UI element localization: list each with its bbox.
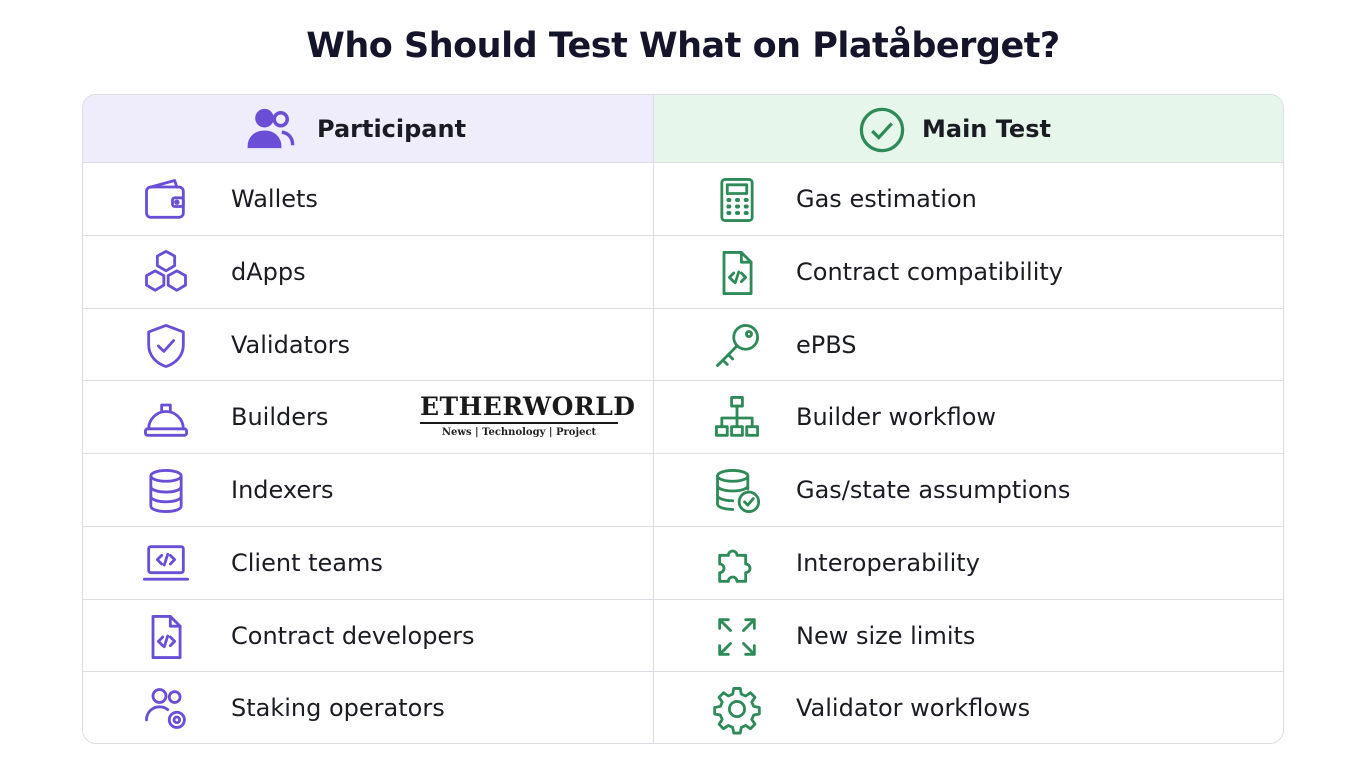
- table-cell: Interoperability: [654, 527, 1283, 600]
- row-icon: [718, 549, 752, 583]
- header-cell: Main Test: [654, 95, 1283, 163]
- cell-text: Contract developers: [231, 621, 475, 650]
- cell-text: Interoperability: [796, 548, 980, 577]
- row-icon: [149, 469, 183, 513]
- row-icon: [145, 179, 185, 219]
- watermark-name: ETHERWORLD: [420, 392, 635, 424]
- column-divider: [653, 95, 654, 743]
- icon-users: [247, 108, 295, 149]
- row-icon: [713, 687, 761, 735]
- row-icon: [716, 469, 761, 513]
- table-cell: Builder workflow: [654, 381, 1283, 454]
- table-cell: New size limits: [654, 600, 1283, 673]
- table-cell: Client teams: [83, 527, 654, 600]
- table-cell: Validator workflows: [654, 672, 1283, 743]
- table-cell: Indexers: [83, 454, 654, 527]
- table-cell: Contract compatibility: [654, 236, 1283, 309]
- row-icon: [145, 249, 187, 292]
- table-cell: Builders: [83, 381, 654, 454]
- header-text: Main Test: [922, 115, 1051, 143]
- cell-text: Validators: [231, 330, 351, 359]
- row-icon: [151, 614, 182, 659]
- cell-text: Client teams: [231, 548, 383, 577]
- table-cell: dApps: [83, 236, 654, 309]
- table-cell: ePBS: [654, 309, 1283, 382]
- cell-text: Gas/state assumptions: [796, 476, 1071, 504]
- watermark-tagline: News | Technology | Project: [441, 427, 597, 438]
- header-cell: Participant: [83, 95, 654, 163]
- cell-text: Indexers: [231, 476, 334, 504]
- row-icon: [715, 396, 759, 437]
- table-cell: Staking operators: [83, 672, 654, 743]
- row-icon: [720, 178, 754, 222]
- icon-check: [859, 107, 905, 153]
- cell-text: Builder workflow: [796, 403, 997, 432]
- row-icon: [147, 323, 185, 368]
- table: Participant Main Test Wallets Gas estimat…: [82, 94, 1284, 744]
- row-icon: [142, 545, 190, 581]
- header-text: Participant: [317, 115, 467, 143]
- cell-text: Contract compatibility: [796, 257, 1063, 286]
- cell-text: Validator workflows: [796, 694, 1031, 723]
- table-cell: Gas estimation: [654, 163, 1283, 236]
- cell-text: Builders: [231, 403, 329, 432]
- table-cell: Contract developers: [83, 600, 654, 673]
- cell-text: New size limits: [796, 621, 976, 650]
- table-cell: Gas/state assumptions: [654, 454, 1283, 527]
- title: Who Should Test What on Platåberget?: [306, 26, 1060, 66]
- cell-text: Gas estimation: [796, 185, 977, 213]
- row-icon: [145, 688, 186, 730]
- cell-text: dApps: [231, 257, 306, 286]
- row-icon: [718, 617, 756, 656]
- table-cell: Wallets: [83, 163, 654, 236]
- cell-text: Staking operators: [231, 694, 445, 723]
- table-cell: Validators: [83, 309, 654, 382]
- row-icon: [722, 250, 753, 295]
- row-icon: [144, 403, 188, 437]
- watermark: ETHERWORLD News | Technology | Project: [420, 392, 635, 438]
- row-icon: [716, 323, 759, 367]
- cell-text: ePBS: [796, 330, 857, 359]
- cell-text: Wallets: [231, 185, 318, 213]
